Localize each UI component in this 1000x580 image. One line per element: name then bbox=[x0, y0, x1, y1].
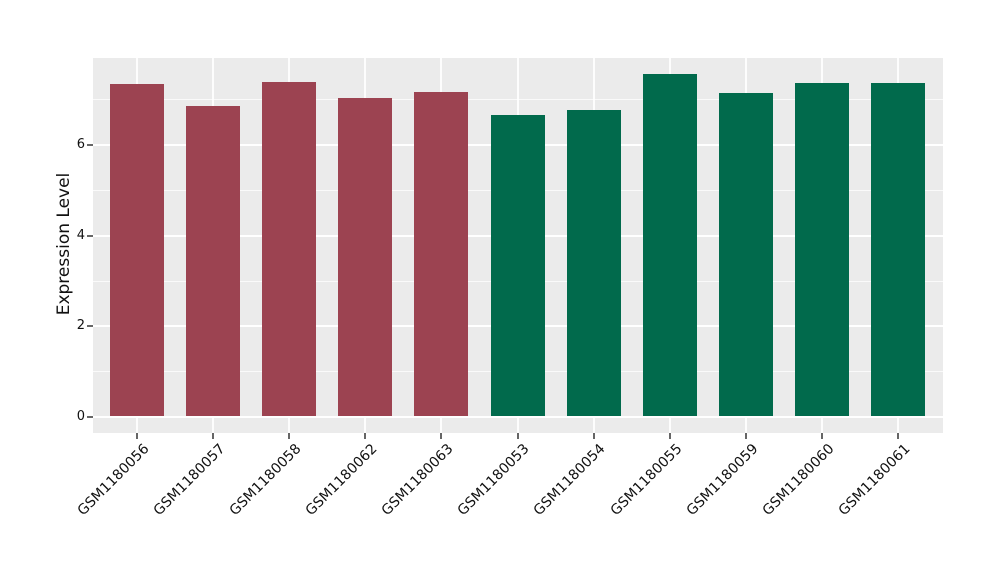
plot-panel bbox=[93, 58, 943, 433]
x-tick-label-GSM1180057: GSM1180057 bbox=[150, 441, 229, 519]
x-tick-label-GSM1180058: GSM1180058 bbox=[226, 441, 305, 519]
bar-GSM1180054 bbox=[566, 109, 621, 416]
bar-GSM1180055 bbox=[642, 73, 697, 416]
x-tick-mark bbox=[516, 433, 519, 439]
bar-GSM1180059 bbox=[718, 92, 773, 416]
y-tick-mark bbox=[87, 416, 93, 418]
bar-GSM1180061 bbox=[871, 83, 925, 416]
bar-GSM1180057 bbox=[186, 105, 241, 416]
x-tick-mark bbox=[212, 433, 215, 439]
x-tick-label-GSM1180063: GSM1180063 bbox=[378, 441, 457, 519]
y-tick-label: 2 bbox=[76, 318, 85, 334]
x-tick-mark bbox=[897, 433, 899, 439]
x-tick-mark bbox=[592, 433, 595, 439]
y-tick-mark bbox=[87, 325, 93, 328]
x-tick-mark bbox=[364, 433, 367, 439]
x-tick-label-GSM1180059: GSM1180059 bbox=[683, 441, 762, 519]
x-tick-mark bbox=[820, 433, 823, 439]
y-tick-label: 0 bbox=[76, 409, 85, 424]
y-tick-mark bbox=[87, 144, 93, 147]
x-tick-mark bbox=[668, 433, 671, 439]
x-tick-mark bbox=[288, 433, 291, 439]
x-tick-label-GSM1180062: GSM1180062 bbox=[302, 441, 381, 519]
bar-GSM1180053 bbox=[490, 115, 545, 416]
y-tick-mark bbox=[87, 234, 93, 237]
x-tick-label-GSM1180060: GSM1180060 bbox=[759, 441, 838, 519]
x-tick-mark bbox=[136, 433, 138, 439]
bar-GSM1180058 bbox=[262, 81, 317, 416]
x-tick-label-GSM1180055: GSM1180055 bbox=[607, 441, 686, 519]
x-tick-mark bbox=[440, 433, 443, 439]
y-tick-label: 4 bbox=[76, 227, 85, 243]
y-tick-label: 6 bbox=[76, 137, 85, 153]
bar-GSM1180056 bbox=[110, 84, 164, 416]
bar-GSM1180063 bbox=[414, 91, 469, 416]
bar-GSM1180062 bbox=[338, 98, 393, 416]
zero-gridline bbox=[93, 416, 943, 418]
x-tick-label-GSM1180056: GSM1180056 bbox=[74, 441, 153, 519]
x-tick-mark bbox=[744, 433, 747, 439]
x-tick-label-GSM1180061: GSM1180061 bbox=[835, 441, 914, 519]
bar-GSM1180060 bbox=[794, 82, 849, 416]
x-tick-label-GSM1180054: GSM1180054 bbox=[531, 441, 609, 519]
x-tick-label-GSM1180053: GSM1180053 bbox=[454, 441, 533, 519]
y-axis-title-text: Expression Level bbox=[54, 172, 74, 316]
